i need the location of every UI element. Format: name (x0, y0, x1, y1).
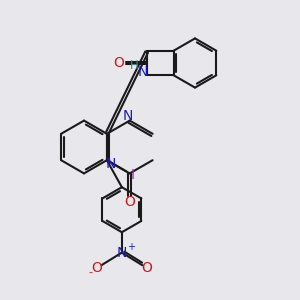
Text: O: O (141, 261, 152, 275)
Text: O: O (124, 196, 135, 209)
Text: I: I (131, 168, 135, 182)
Text: N: N (117, 246, 127, 260)
Text: N: N (123, 109, 134, 123)
Text: O: O (114, 56, 124, 70)
Text: H: H (130, 59, 139, 72)
Text: -: - (88, 267, 92, 277)
Text: +: + (128, 242, 136, 252)
Text: N: N (138, 65, 148, 79)
Text: N: N (105, 157, 116, 171)
Text: O: O (92, 261, 102, 275)
